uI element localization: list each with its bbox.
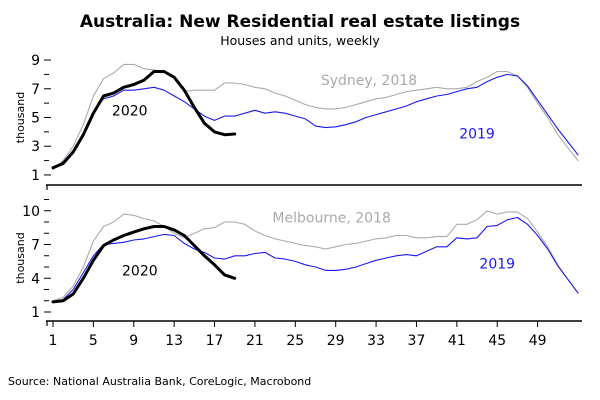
y-tick-label: 4	[31, 271, 40, 287]
series-line-2020	[51, 70, 237, 170]
chart-title: Australia: New Residential real estate l…	[80, 12, 520, 32]
annotation-2020: 2020	[112, 103, 148, 119]
chart-subtitle: Houses and units, weekly	[220, 33, 380, 48]
annotation-2019: 2019	[479, 257, 515, 273]
panel-melbourne: 1 4 7 10 thousand Melbourne, 2018 2020 2019	[14, 199, 582, 326]
y-tick-label: 1	[31, 168, 40, 184]
x-tick-label: 45	[488, 333, 506, 349]
y-tick-label: 3	[31, 139, 40, 155]
y-tick-label: 5	[31, 111, 40, 127]
y-tick-label: 7	[31, 238, 40, 254]
x-tick-label: 41	[448, 333, 466, 349]
x-tick-label: 13	[165, 333, 183, 349]
x-tick-label: 21	[246, 333, 264, 349]
x-tick-label: 17	[206, 333, 224, 349]
annotation-2020: 2020	[122, 263, 158, 279]
panel-sydney: 1 3 5 7 9 thousand Sydney, 2018 2020 2019	[14, 53, 582, 190]
x-tick-label: 29	[327, 333, 345, 349]
series-line-2019	[52, 216, 579, 303]
series-line-2018	[52, 63, 579, 170]
series-line-2019	[52, 73, 579, 170]
y-tick-label: 9	[31, 53, 40, 69]
annotation-2019: 2019	[459, 126, 495, 142]
series-line-2020	[51, 225, 237, 304]
y-tick-label: 10	[22, 204, 40, 220]
y-axis-label: thousand	[14, 232, 27, 283]
x-tick-label: 49	[529, 333, 547, 349]
x-tick-label: 33	[367, 333, 385, 349]
y-tick-label: 1	[31, 305, 40, 321]
x-tick-label: 9	[129, 333, 138, 349]
series-line-2018	[52, 210, 579, 302]
y-axis-label: thousand	[14, 92, 27, 143]
annotation-2018: Sydney, 2018	[321, 73, 417, 89]
x-tick-label: 37	[408, 333, 426, 349]
x-tick-label: 1	[49, 333, 58, 349]
y-tick-label: 7	[31, 82, 40, 98]
source-note: Source: National Australia Bank, CoreLog…	[8, 375, 311, 388]
x-tick-label: 25	[286, 333, 304, 349]
x-tick-label: 5	[89, 333, 98, 349]
annotation-2018: Melbourne, 2018	[272, 211, 390, 227]
